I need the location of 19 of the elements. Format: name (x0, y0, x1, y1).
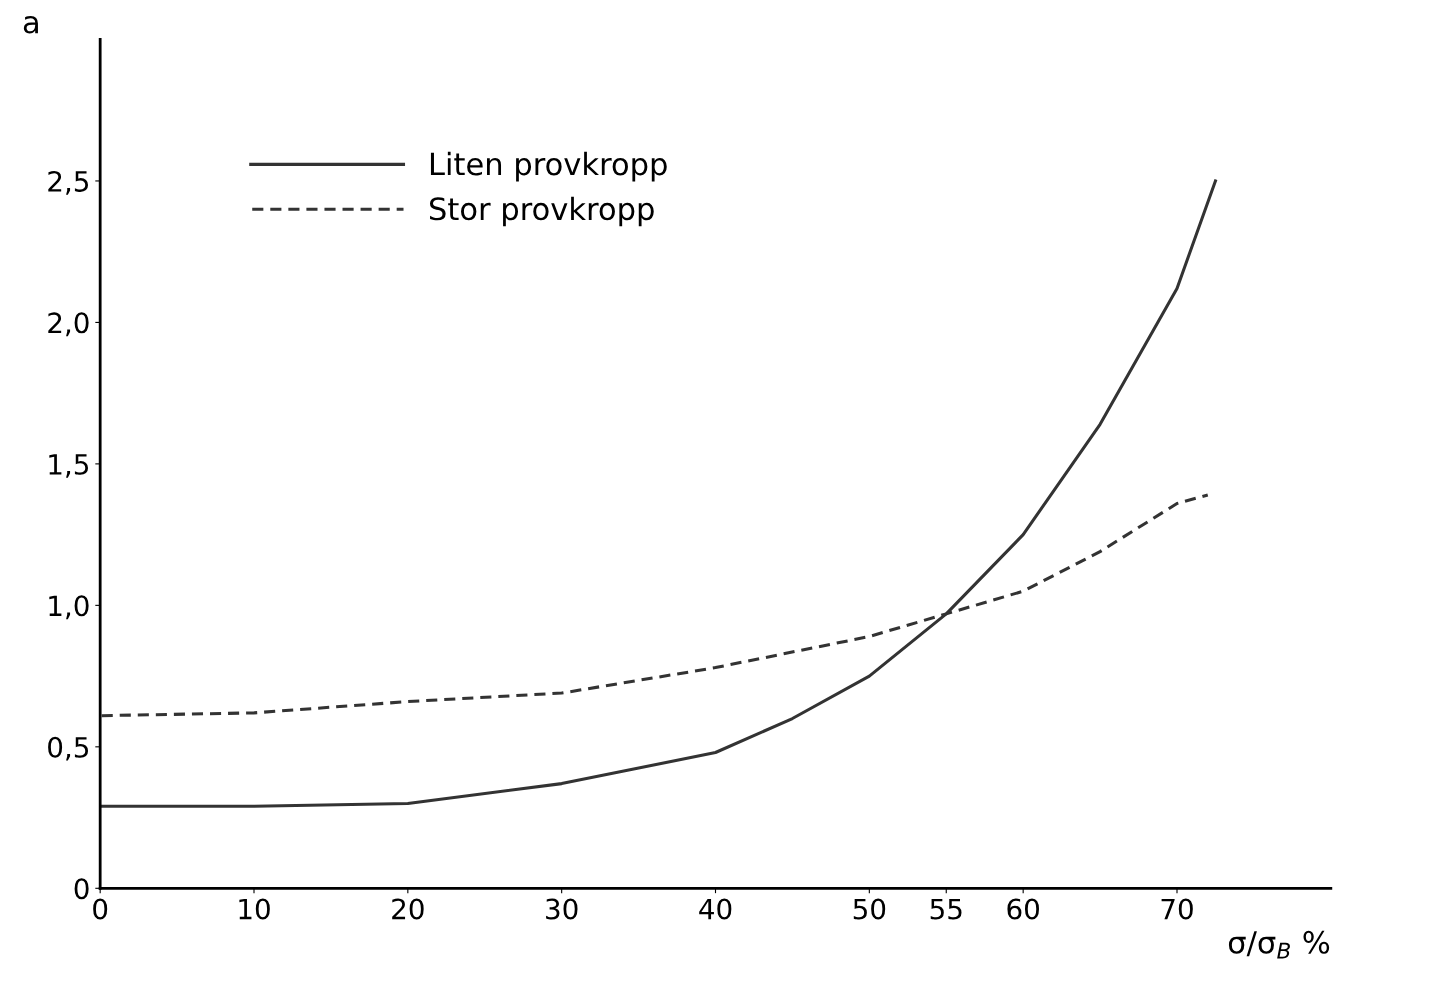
x-axis-title: σ/σ$_{B}$ % (1228, 930, 1330, 959)
y-tick-label: 1,0 (49, 595, 89, 620)
x-tick-label: 0 (93, 898, 108, 920)
y-tick-label: 2,5 (48, 170, 89, 195)
y-tick-label: 1,5 (49, 454, 89, 478)
x-tick-label: 10 (239, 898, 270, 920)
x-tick-label: 40 (699, 898, 732, 920)
x-tick-label: 60 (1007, 898, 1039, 920)
legend-label: Stor provkropp (429, 196, 654, 227)
x-tick-label: 20 (392, 898, 424, 920)
x-tick-label: 30 (546, 898, 578, 920)
x-tick-label: 55 (930, 898, 962, 920)
y-tick-label: 0,5 (48, 736, 89, 761)
y-tick-label: 0 (74, 878, 89, 900)
legend-label: Liten provkropp (430, 151, 667, 182)
x-tick-label: 50 (853, 898, 886, 920)
y-tick-label: 2,0 (48, 312, 89, 337)
y-axis-title: a (23, 16, 38, 34)
x-tick-label: 70 (1161, 898, 1193, 920)
